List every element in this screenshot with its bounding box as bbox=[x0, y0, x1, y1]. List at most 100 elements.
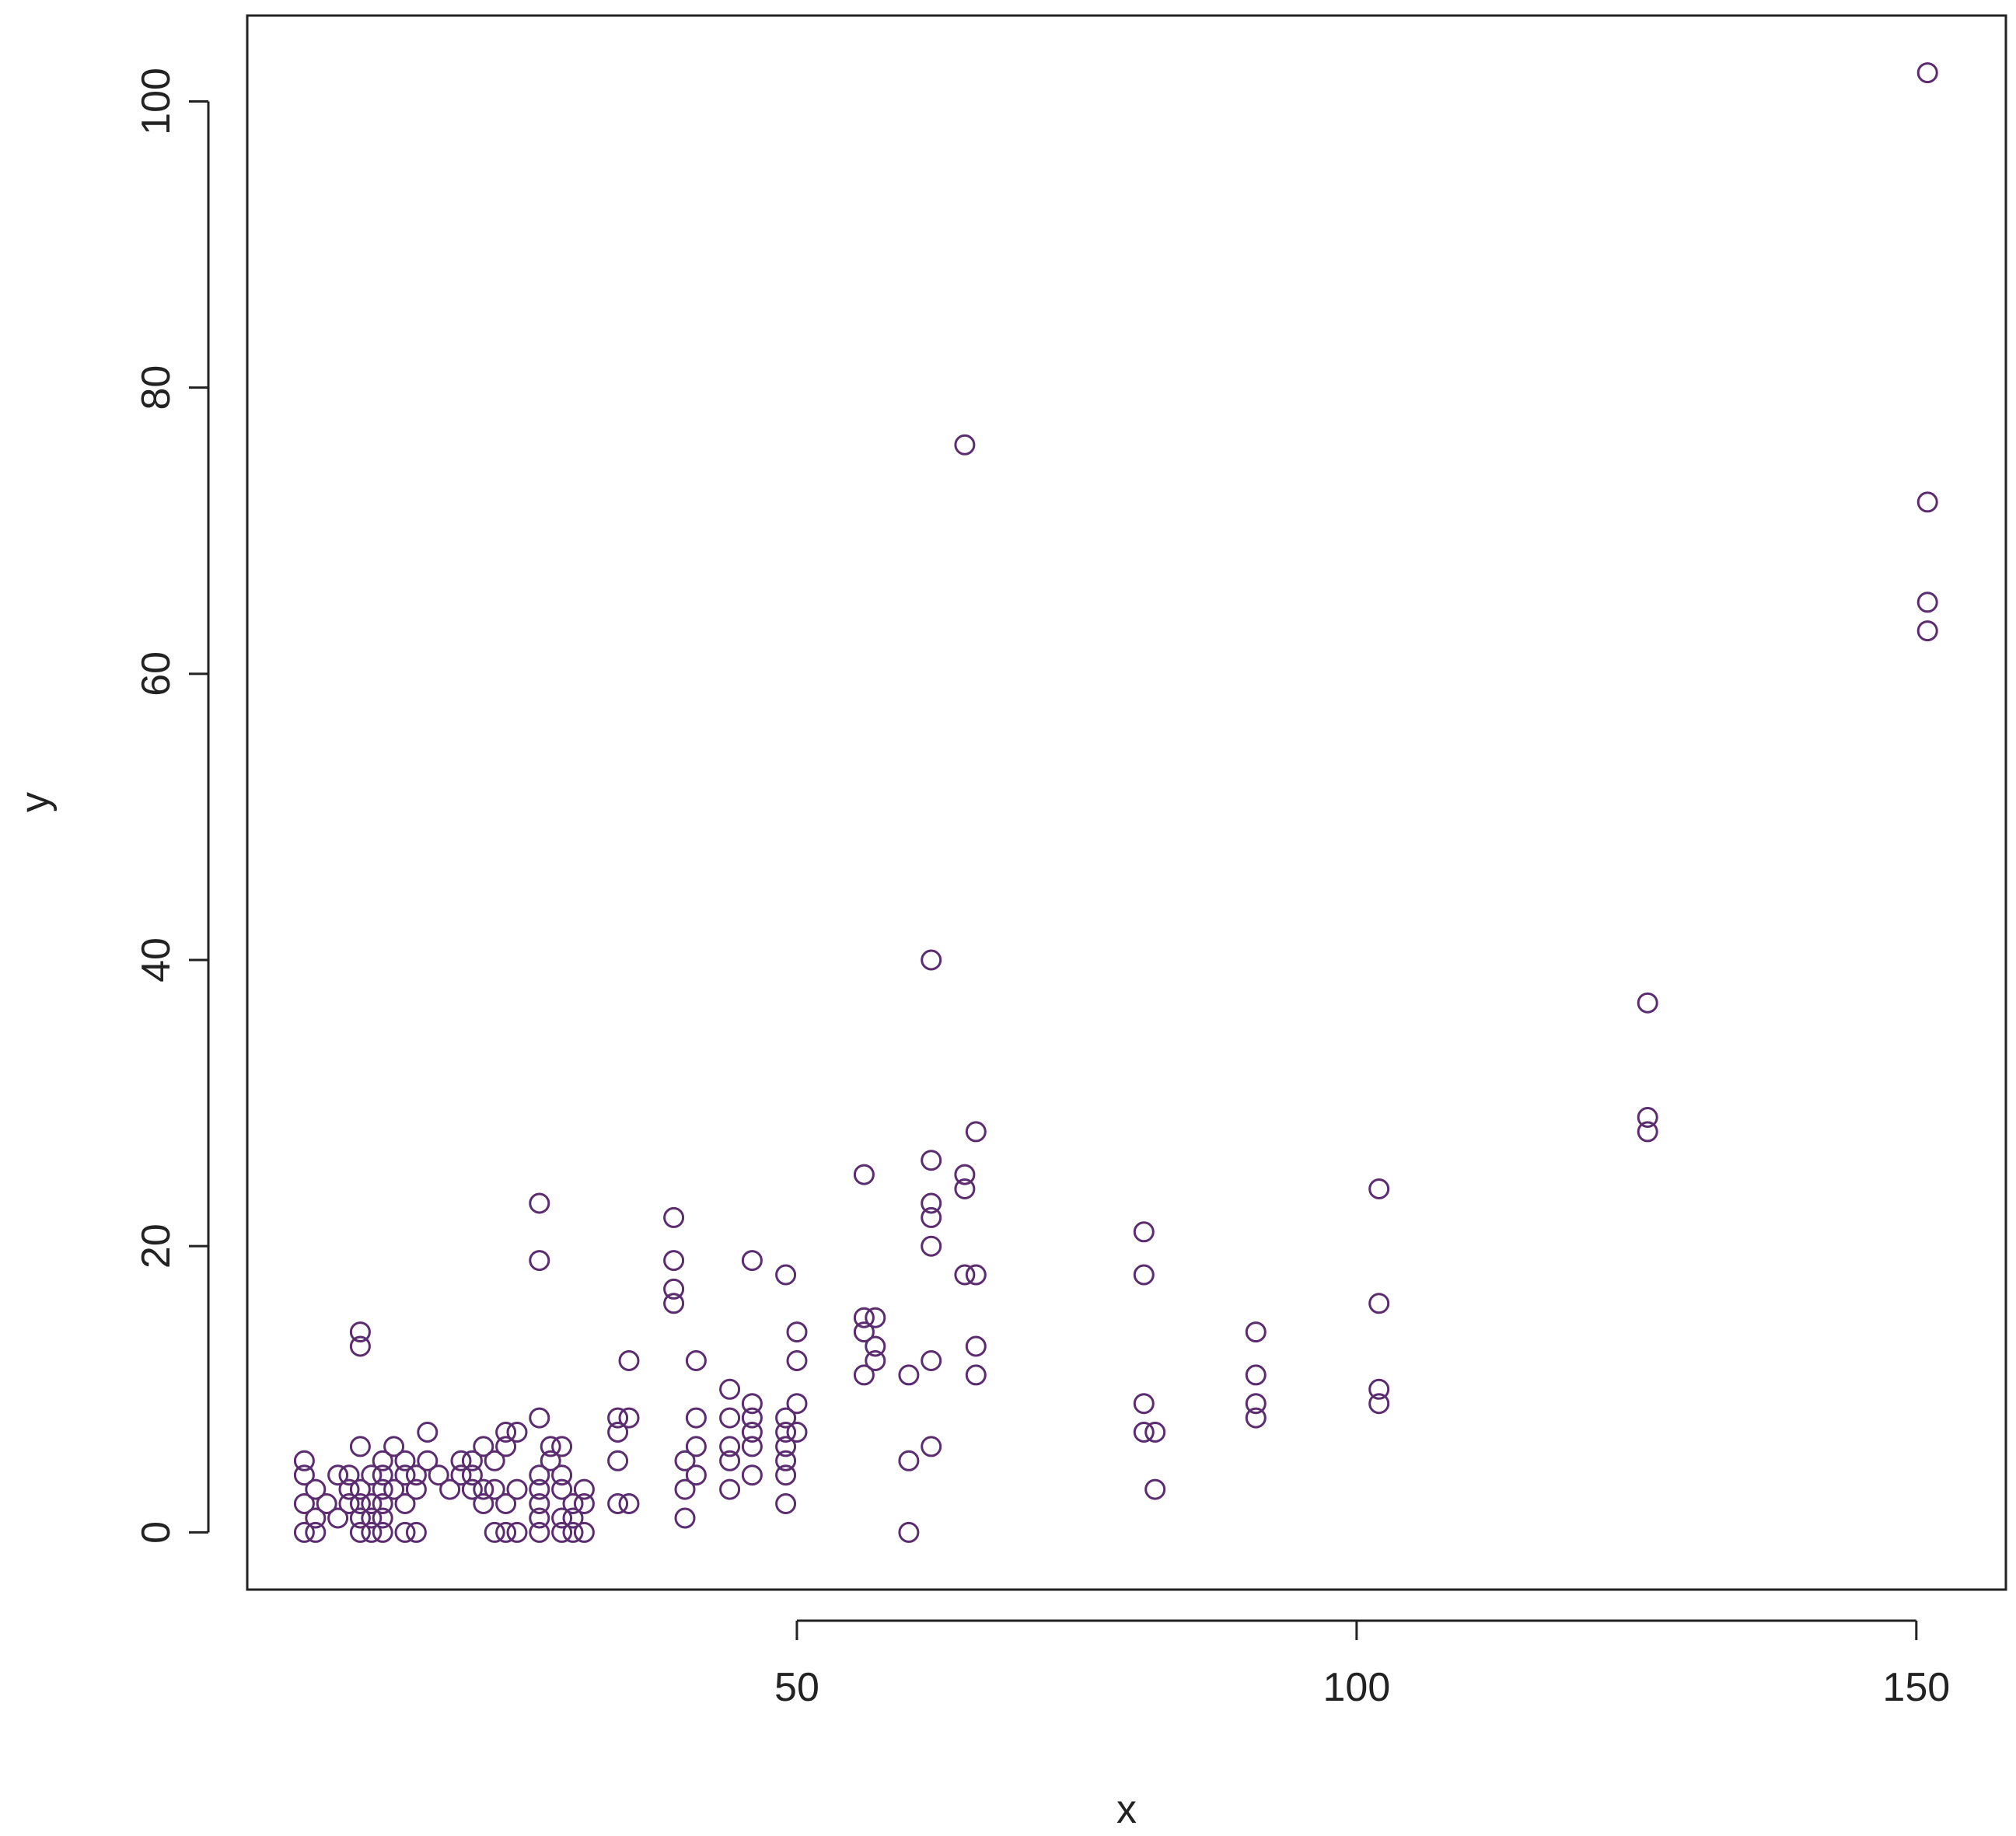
plot-area-frame bbox=[246, 14, 2007, 1591]
data-point bbox=[954, 1264, 976, 1286]
data-point bbox=[741, 1250, 763, 1272]
data-point bbox=[921, 1235, 942, 1257]
data-point bbox=[853, 1321, 875, 1343]
data-point bbox=[473, 1436, 494, 1457]
data-point bbox=[1144, 1422, 1166, 1443]
data-point bbox=[529, 1192, 550, 1214]
data-point bbox=[394, 1450, 416, 1471]
data-point bbox=[1245, 1321, 1267, 1343]
x-tick-label: 100 bbox=[1323, 1665, 1391, 1710]
data-point bbox=[786, 1393, 808, 1415]
data-point bbox=[921, 1192, 942, 1214]
data-point bbox=[741, 1436, 763, 1457]
data-point bbox=[405, 1521, 427, 1543]
data-point bbox=[316, 1493, 337, 1514]
data-point bbox=[1368, 1178, 1390, 1199]
data-point bbox=[607, 1493, 629, 1514]
data-point bbox=[551, 1436, 573, 1457]
data-point bbox=[361, 1464, 383, 1486]
y-tick-label: 80 bbox=[134, 365, 179, 410]
data-point bbox=[786, 1422, 808, 1443]
data-point bbox=[954, 1164, 976, 1185]
data-point bbox=[484, 1450, 505, 1471]
data-point bbox=[293, 1493, 315, 1514]
data-point bbox=[685, 1407, 707, 1429]
data-point bbox=[383, 1478, 405, 1500]
data-point bbox=[663, 1250, 685, 1272]
y-tick-label: 20 bbox=[134, 1223, 179, 1269]
data-point bbox=[663, 1293, 685, 1314]
data-point bbox=[551, 1507, 573, 1529]
x-tick-label: 50 bbox=[774, 1665, 819, 1710]
data-point bbox=[618, 1493, 640, 1514]
data-point bbox=[394, 1464, 416, 1486]
data-point bbox=[1916, 592, 1938, 613]
data-point bbox=[685, 1464, 707, 1486]
data-point bbox=[305, 1478, 327, 1500]
data-point bbox=[663, 1278, 685, 1300]
data-point bbox=[775, 1264, 797, 1286]
data-point bbox=[1368, 1293, 1390, 1314]
data-point bbox=[674, 1507, 696, 1529]
data-point bbox=[338, 1478, 360, 1500]
data-point bbox=[741, 1464, 763, 1486]
data-point bbox=[1916, 491, 1938, 513]
data-point bbox=[293, 1450, 315, 1471]
data-point bbox=[394, 1493, 416, 1514]
data-point bbox=[1245, 1364, 1267, 1386]
data-point bbox=[607, 1422, 629, 1443]
data-point bbox=[428, 1464, 449, 1486]
data-point bbox=[607, 1407, 629, 1429]
data-point bbox=[663, 1206, 685, 1228]
data-point bbox=[607, 1450, 629, 1471]
data-point bbox=[719, 1478, 741, 1500]
data-point bbox=[529, 1464, 550, 1486]
data-point bbox=[349, 1521, 371, 1543]
data-point bbox=[349, 1507, 371, 1529]
x-axis: 50 100 150 bbox=[774, 1619, 1950, 1710]
data-point bbox=[506, 1478, 528, 1500]
data-point bbox=[394, 1521, 416, 1543]
data-point bbox=[741, 1422, 763, 1443]
data-point bbox=[1637, 1107, 1658, 1128]
data-point bbox=[865, 1335, 886, 1357]
data-point bbox=[529, 1250, 550, 1272]
data-point bbox=[349, 1436, 371, 1457]
data-point bbox=[461, 1478, 483, 1500]
data-point bbox=[921, 1150, 942, 1171]
data-point bbox=[551, 1464, 573, 1486]
data-point bbox=[1637, 1121, 1658, 1143]
data-point bbox=[551, 1521, 573, 1543]
scatter-points bbox=[293, 62, 1938, 1543]
data-point bbox=[305, 1521, 327, 1543]
data-point bbox=[551, 1478, 573, 1500]
data-point bbox=[562, 1493, 584, 1514]
data-point bbox=[361, 1521, 383, 1543]
data-point bbox=[361, 1493, 383, 1514]
data-point bbox=[372, 1507, 393, 1529]
y-tick-label: 60 bbox=[134, 651, 179, 696]
data-point bbox=[305, 1507, 327, 1529]
data-point bbox=[898, 1450, 920, 1471]
data-point bbox=[293, 1464, 315, 1486]
data-point bbox=[461, 1464, 483, 1486]
data-point bbox=[865, 1350, 886, 1371]
data-point bbox=[921, 1350, 942, 1371]
data-point bbox=[372, 1493, 393, 1514]
data-point bbox=[562, 1507, 584, 1529]
data-point bbox=[898, 1364, 920, 1386]
data-point bbox=[741, 1407, 763, 1429]
data-point bbox=[1245, 1393, 1267, 1415]
data-point bbox=[618, 1350, 640, 1371]
data-point bbox=[529, 1407, 550, 1429]
data-point bbox=[495, 1422, 517, 1443]
data-point bbox=[450, 1464, 472, 1486]
y-axis: 0 20 40 60 80 100 bbox=[134, 68, 210, 1544]
data-point bbox=[372, 1450, 393, 1471]
data-point bbox=[529, 1478, 550, 1500]
data-point bbox=[1133, 1264, 1155, 1286]
data-point bbox=[1916, 62, 1938, 84]
data-point bbox=[921, 1206, 942, 1228]
data-point bbox=[495, 1521, 517, 1543]
data-point bbox=[719, 1378, 741, 1400]
